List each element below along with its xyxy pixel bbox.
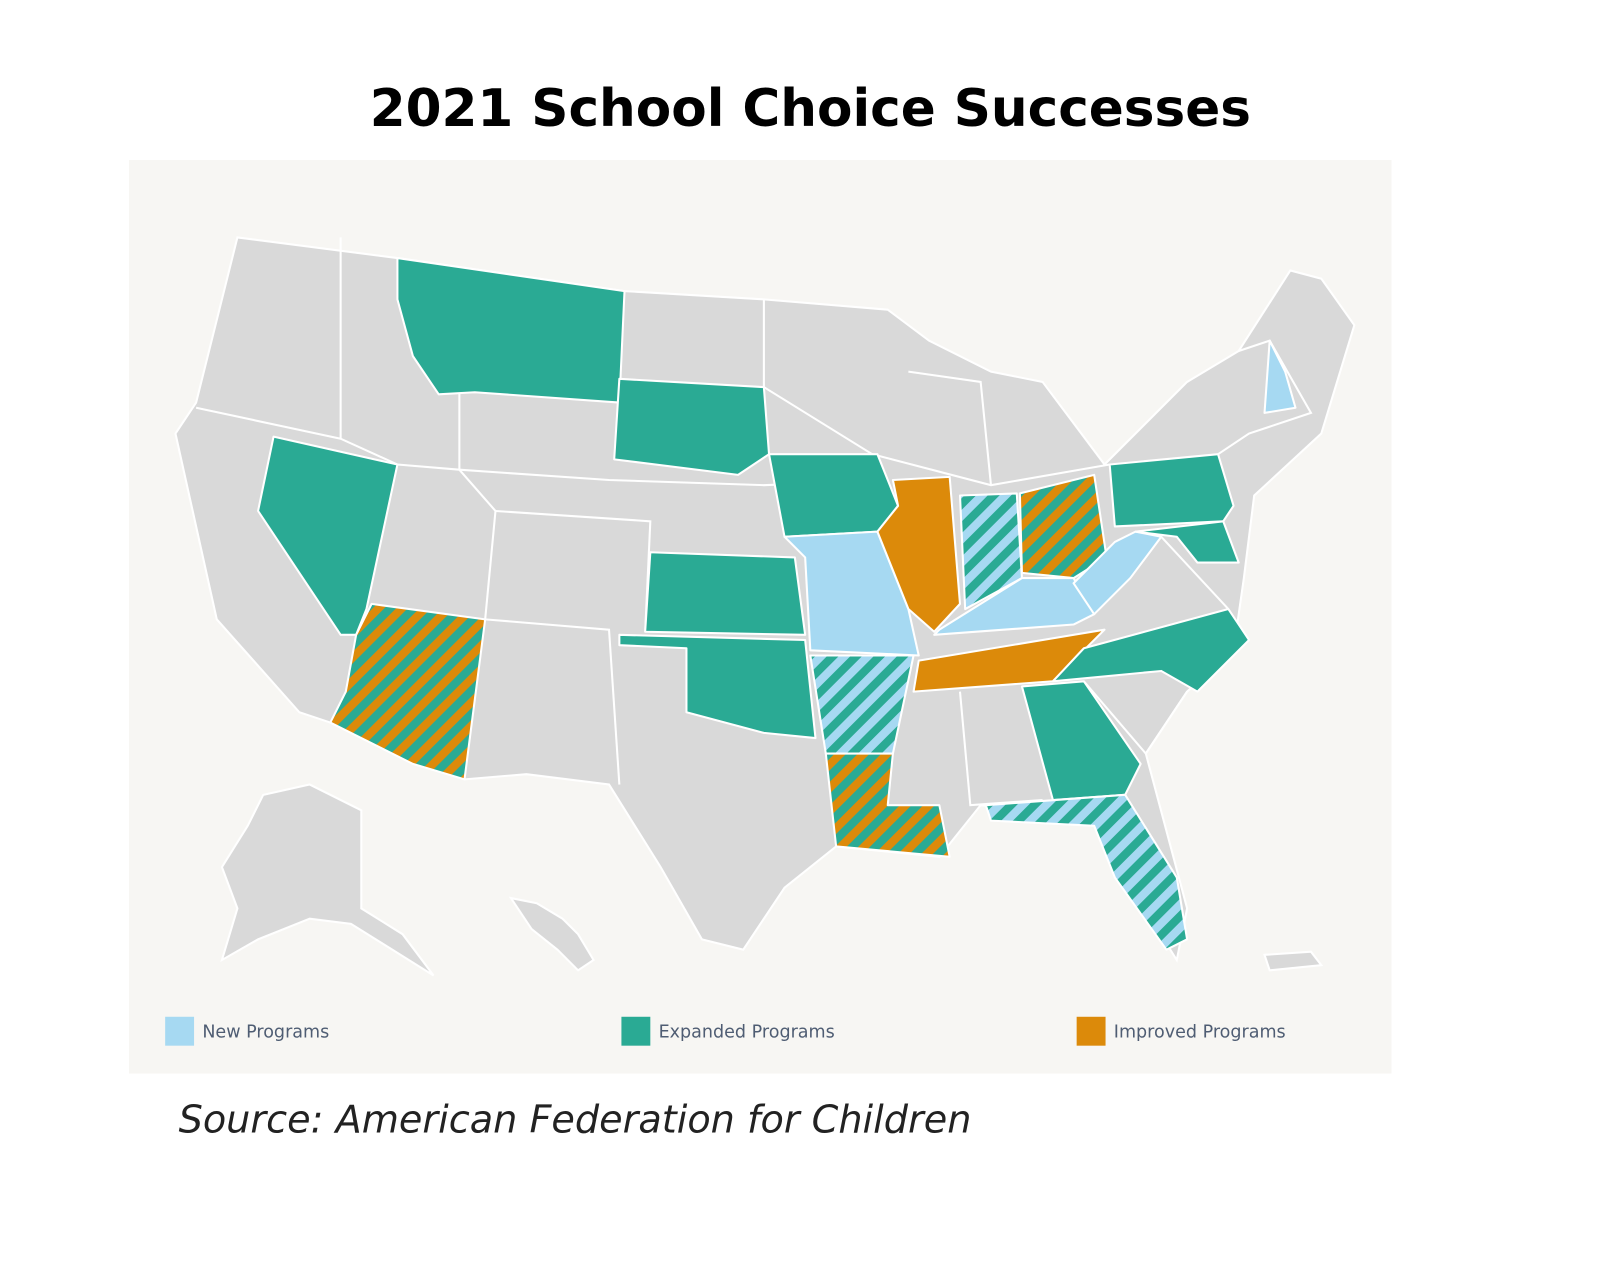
- illinois: [876, 475, 962, 633]
- legend-label: Expanded Programs: [659, 1022, 835, 1042]
- kansas: [644, 551, 807, 636]
- florida: [984, 793, 1189, 951]
- maryland: [1134, 520, 1240, 564]
- iowa: [768, 453, 900, 538]
- north-carolina: [1051, 608, 1251, 693]
- state-border: [1160, 536, 1230, 610]
- title: 2021 School Choice Successes: [370, 79, 1251, 139]
- legend-label: New Programs: [202, 1022, 329, 1042]
- pennsylvania: [1108, 453, 1235, 528]
- alaska: [220, 783, 435, 977]
- states: [257, 257, 1297, 951]
- legend-label: Improved Programs: [1114, 1022, 1286, 1042]
- state-border: [458, 392, 621, 785]
- legend-swatch: [1076, 1016, 1106, 1046]
- state-border: [908, 370, 992, 486]
- hawaii: [508, 896, 595, 972]
- montana: [396, 257, 626, 404]
- oklahoma: [618, 633, 817, 740]
- arizona: [329, 602, 487, 781]
- legend-swatch: [621, 1016, 651, 1046]
- new-hampshire: [1263, 339, 1297, 414]
- south-dakota: [613, 377, 771, 476]
- legend: New Programs Expanded Programs Improved Pr…: [165, 1016, 1286, 1046]
- georgia: [1020, 680, 1142, 802]
- west-virginia: [1072, 530, 1163, 616]
- louisiana: [824, 752, 951, 858]
- state-border: [1217, 339, 1313, 456]
- puerto-rico: [1263, 950, 1324, 972]
- legend-swatch: [165, 1016, 195, 1046]
- state-border: [1083, 680, 1188, 756]
- source: Source: American Federation for Children: [179, 1098, 972, 1142]
